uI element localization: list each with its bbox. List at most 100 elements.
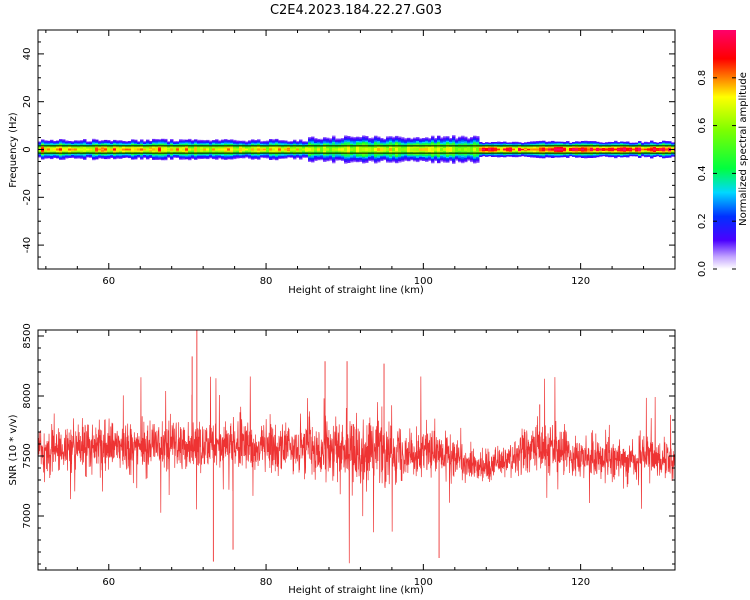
spectrogram-cell bbox=[569, 148, 573, 151]
spectrogram-cell bbox=[347, 148, 351, 151]
x-tick-label: 120 bbox=[571, 276, 590, 287]
spectrogram-ticks: 60 80 100 120 40 20 0 -20 -40 bbox=[22, 29, 676, 287]
x-tick-label: 120 bbox=[571, 577, 590, 588]
spectrogram-cell bbox=[362, 147, 366, 151]
spectrogram-cell bbox=[563, 148, 567, 151]
spectrogram-cell bbox=[167, 148, 171, 151]
colorbar: 0.0 0.2 0.4 0.6 0.8 Normalized spectral ampl… bbox=[697, 30, 749, 277]
spectrogram-cell bbox=[482, 148, 486, 151]
spectrogram-cell bbox=[233, 148, 237, 151]
spectrogram-cell bbox=[263, 148, 267, 151]
colorbar-ticks: 0.0 0.2 0.4 0.6 0.8 bbox=[697, 70, 736, 277]
spectrogram-cell bbox=[419, 148, 423, 151]
spectrogram-cell bbox=[326, 148, 330, 151]
spectrogram-cell bbox=[494, 148, 498, 151]
x-tick-label: 100 bbox=[414, 276, 433, 287]
spectrogram-cell bbox=[431, 148, 435, 152]
spectrogram-cell bbox=[416, 148, 420, 151]
spectrogram-cell bbox=[608, 148, 612, 151]
spectrogram-cell bbox=[242, 148, 246, 151]
spectrogram-cell bbox=[251, 148, 255, 151]
spectrogram-cell bbox=[59, 148, 63, 151]
spectrogram-cell bbox=[395, 148, 399, 151]
spectrogram-cell bbox=[50, 148, 54, 151]
spectrogram-panel: 60 80 100 120 40 20 0 -20 -40 Height of straight… bbox=[8, 29, 676, 296]
spectrogram-cell bbox=[497, 148, 501, 151]
spectrogram-cell bbox=[440, 148, 444, 151]
spectrogram-cell bbox=[53, 148, 57, 151]
snr-xlabel: Height of straight line (km) bbox=[288, 585, 424, 596]
spectrogram-cell bbox=[566, 148, 570, 151]
spectrogram-cell bbox=[638, 148, 642, 151]
spectrogram-cell bbox=[248, 148, 252, 151]
spectrogram-cell bbox=[509, 148, 513, 151]
spectrogram-cell bbox=[113, 148, 117, 151]
y-tick-label: -20 bbox=[22, 189, 33, 205]
spectrogram-cell bbox=[137, 148, 141, 151]
spectrogram-cell bbox=[65, 148, 69, 151]
spectrogram-cell bbox=[77, 148, 81, 151]
spectrogram-cell bbox=[68, 148, 72, 151]
y-tick-label: 0 bbox=[22, 146, 33, 152]
spectrogram-cell bbox=[422, 148, 426, 151]
spectrogram-cell bbox=[56, 148, 60, 151]
spectrogram-cell bbox=[203, 148, 207, 151]
spectrogram-cell bbox=[215, 148, 219, 151]
spectrogram-cell bbox=[236, 148, 240, 151]
spectrogram-cell bbox=[464, 148, 468, 151]
spectrogram-cell bbox=[287, 148, 291, 151]
spectrogram-cell bbox=[641, 148, 645, 151]
y-tick-label: 7000 bbox=[22, 503, 33, 528]
spectrogram-cell bbox=[614, 148, 618, 151]
spectrogram-cell bbox=[491, 148, 495, 151]
spectrogram-cell bbox=[542, 148, 546, 151]
spectrogram-cell bbox=[314, 148, 318, 151]
spectrogram-cell bbox=[224, 148, 228, 151]
spectrogram-cell bbox=[425, 148, 429, 151]
spectrogram-cell bbox=[665, 148, 669, 151]
spectrogram-cell bbox=[623, 148, 627, 151]
spectrogram-cell bbox=[131, 148, 135, 151]
spectrogram-cell bbox=[140, 148, 144, 151]
spectrogram-cell bbox=[398, 148, 402, 151]
spectrogram-cell bbox=[584, 148, 588, 151]
spectrogram-cell bbox=[647, 148, 651, 151]
spectrogram-cell bbox=[428, 148, 432, 151]
spectrogram-cell bbox=[290, 148, 294, 151]
spectrogram-cell bbox=[368, 148, 372, 151]
spectrogram-cell bbox=[437, 148, 441, 152]
spectrogram-cell bbox=[116, 148, 120, 151]
spectrogram-cell bbox=[344, 147, 348, 151]
spectrogram-cell bbox=[467, 148, 471, 151]
spectrogram-cell bbox=[521, 148, 525, 151]
spectrogram-cell bbox=[458, 148, 462, 151]
spectrogram-cell bbox=[533, 148, 537, 151]
spectrogram-cell bbox=[125, 148, 129, 151]
spectrogram-cell bbox=[530, 148, 534, 151]
y-tick-label: -40 bbox=[22, 237, 33, 253]
spectrogram-cell bbox=[92, 148, 96, 151]
spectrogram-cell bbox=[272, 148, 276, 151]
spectrogram-cell bbox=[329, 148, 333, 151]
spectrogram-cell bbox=[212, 148, 216, 151]
spectrogram-cell bbox=[389, 148, 393, 151]
spectrogram-cell bbox=[596, 148, 600, 151]
spectrogram-cell bbox=[446, 148, 450, 151]
snr-panel: 60 80 100 120 7000 7500 8000 8500 Height of str… bbox=[8, 323, 676, 596]
spectrogram-cell bbox=[443, 148, 447, 151]
spectrogram-cell bbox=[122, 148, 126, 151]
spectrogram-cell bbox=[320, 148, 324, 151]
spectrogram-cell bbox=[155, 148, 159, 151]
spectrogram-cell bbox=[500, 148, 504, 151]
spectrogram-cell bbox=[323, 148, 327, 151]
spectrogram-cell bbox=[83, 148, 87, 151]
spectrogram-cell bbox=[635, 148, 639, 151]
spectrogram-cell bbox=[572, 148, 576, 151]
spectrogram-cell bbox=[599, 148, 603, 151]
spectrogram-cell bbox=[551, 148, 555, 151]
spectrogram-cell bbox=[254, 148, 258, 151]
x-tick-label: 100 bbox=[414, 577, 433, 588]
spectrogram-cell bbox=[98, 148, 102, 151]
spectrogram-cell bbox=[518, 148, 522, 151]
